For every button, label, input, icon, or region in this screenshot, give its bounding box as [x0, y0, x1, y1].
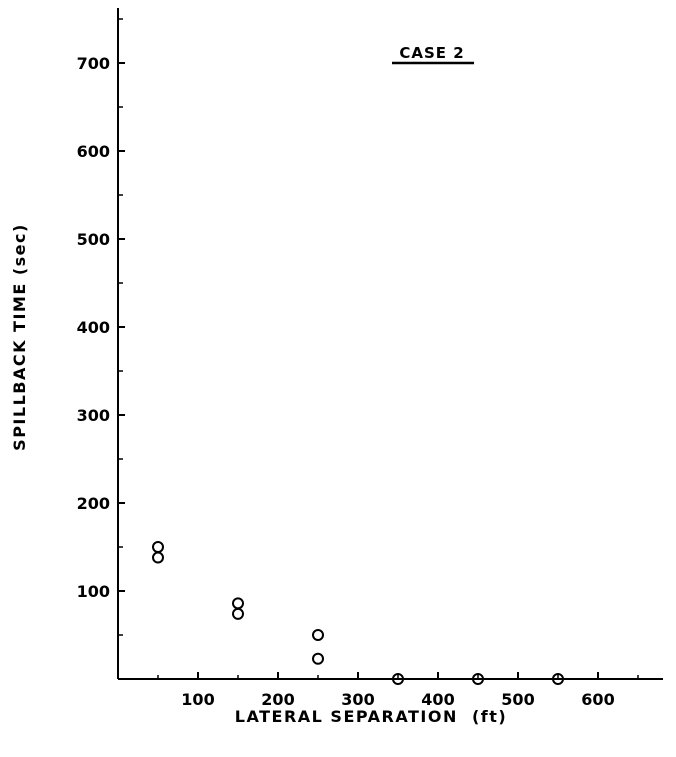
data-point [232, 607, 244, 620]
data-points [152, 541, 564, 685]
data-point [392, 673, 404, 685]
y-tick-label: 600 [77, 142, 110, 161]
x-tick-label: 200 [261, 690, 294, 709]
x-tick-label: 500 [501, 690, 534, 709]
y-tick-label: 500 [77, 230, 110, 249]
data-point [472, 673, 484, 685]
data-point [312, 629, 324, 641]
data-point [232, 597, 244, 610]
data-point [312, 652, 324, 665]
x-axis-label: LATERAL SEPARATION (ft) [235, 707, 507, 726]
data-point [152, 541, 164, 553]
data-point [552, 673, 564, 685]
y-tick-label: 200 [77, 494, 110, 513]
y-tick-label: 700 [77, 54, 110, 73]
x-tick-label: 100 [181, 690, 214, 709]
y-axis-label: SPILLBACK TIME (sec) [10, 223, 29, 451]
x-tick-label: 600 [581, 690, 614, 709]
data-point [152, 551, 164, 564]
x-tick-label: 300 [341, 690, 374, 709]
chart-title: CASE 2 [399, 44, 464, 62]
y-tick-label: 100 [77, 582, 110, 601]
y-tick-label: 300 [77, 406, 110, 425]
x-axis-ticks: 100 200 300 400 500 600 [157, 672, 639, 709]
y-tick-label: 400 [77, 318, 110, 337]
x-tick-label: 400 [421, 690, 454, 709]
